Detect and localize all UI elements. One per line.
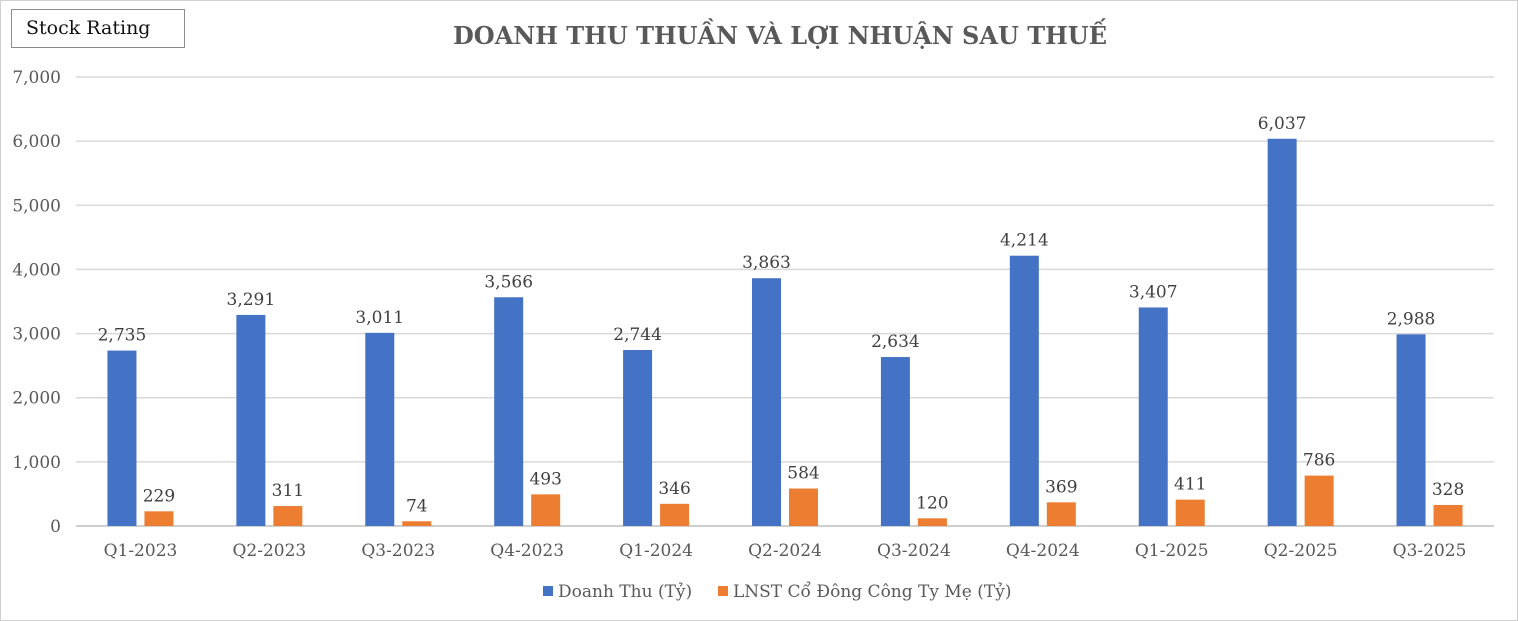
stock-rating-badge: Stock Rating xyxy=(11,9,185,48)
revenue-data-label: 2,634 xyxy=(871,332,920,352)
y-tick-label: 3,000 xyxy=(12,325,61,345)
x-tick-label: Q1-2023 xyxy=(104,541,178,561)
profit-bar xyxy=(789,488,818,526)
legend-label-profit: LNST Cổ Đông Công Ty Mẹ (Tỷ) xyxy=(733,582,1011,602)
revenue-data-label: 2,744 xyxy=(613,325,662,345)
y-tick-label: 4,000 xyxy=(12,260,61,280)
y-tick-label: 7,000 xyxy=(12,68,61,88)
y-tick-label: 0 xyxy=(50,517,61,537)
x-tick-label: Q3-2025 xyxy=(1393,541,1467,561)
data-labels: 2,735 229 3,291 311 3,011 74 3,566 493 2,744 346 3… xyxy=(98,114,1465,516)
profit-data-label: 786 xyxy=(1303,451,1335,471)
legend-swatch-revenue xyxy=(543,586,553,596)
profit-bar xyxy=(660,503,690,526)
revenue-bar xyxy=(107,350,137,526)
chart-title: DOANH THU THUẦN VÀ LỢI NHUẬN SAU THUẾ xyxy=(453,18,1107,50)
x-tick-label: Q4-2024 xyxy=(1006,541,1080,561)
x-tick-label: Q2-2025 xyxy=(1264,541,1338,561)
profit-bar xyxy=(144,511,174,526)
revenue-bar xyxy=(1009,255,1039,526)
profit-data-label: 120 xyxy=(916,493,948,513)
x-tick-label: Q1-2025 xyxy=(1135,541,1209,561)
revenue-bar xyxy=(623,349,653,526)
revenue-bar xyxy=(365,332,395,526)
legend: Doanh Thu (Tỷ) LNST Cổ Đông Công Ty Mẹ (T… xyxy=(543,582,1011,602)
profit-data-label: 493 xyxy=(529,469,561,489)
revenue-data-label: 4,214 xyxy=(1000,231,1049,251)
profit-bar xyxy=(273,506,303,526)
profit-data-label: 411 xyxy=(1174,475,1206,495)
revenue-data-label: 3,863 xyxy=(742,253,791,273)
profit-bar xyxy=(1175,499,1205,526)
profit-bar xyxy=(531,494,561,526)
revenue-bar xyxy=(494,297,524,526)
profit-data-label: 74 xyxy=(406,496,428,516)
revenue-bar xyxy=(752,278,781,526)
x-tick-label: Q1-2024 xyxy=(619,541,693,561)
profit-data-label: 229 xyxy=(143,486,175,506)
profit-bar xyxy=(1046,502,1076,526)
x-tick-label: Q2-2024 xyxy=(748,541,822,561)
gridlines xyxy=(76,76,1494,527)
profit-data-label: 584 xyxy=(787,464,819,484)
revenue-data-label: 2,988 xyxy=(1387,309,1436,329)
y-tick-label: 2,000 xyxy=(12,389,61,409)
profit-data-label: 311 xyxy=(272,481,304,501)
profit-bar xyxy=(402,521,432,526)
x-tick-label: Q4-2023 xyxy=(490,541,564,561)
profit-bar xyxy=(917,518,947,526)
revenue-bar xyxy=(880,357,910,526)
legend-swatch-profit xyxy=(718,586,728,596)
profit-data-label: 346 xyxy=(658,479,690,499)
x-tick-label: Q2-2023 xyxy=(232,541,306,561)
profit-bar xyxy=(1304,475,1334,526)
y-axis: 0 1,000 2,000 3,000 4,000 5,000 6,000 7,000 xyxy=(12,68,61,537)
y-tick-label: 1,000 xyxy=(12,453,61,473)
revenue-data-label: 3,566 xyxy=(484,272,533,292)
x-tick-label: Q3-2023 xyxy=(361,541,435,561)
revenue-data-label: 3,407 xyxy=(1129,282,1178,302)
revenue-bar xyxy=(236,314,266,526)
revenue-bar xyxy=(1267,138,1297,526)
profit-bar xyxy=(1433,504,1463,526)
x-axis: Q1-2023 Q2-2023 Q3-2023 Q4-2023 Q1-2024 Q2-20… xyxy=(104,541,1467,561)
y-tick-label: 5,000 xyxy=(12,196,61,216)
revenue-data-label: 2,735 xyxy=(98,326,147,346)
profit-data-label: 328 xyxy=(1432,480,1464,500)
revenue-data-label: 3,011 xyxy=(355,308,404,328)
revenue-bar xyxy=(1138,307,1168,526)
x-tick-label: Q3-2024 xyxy=(877,541,951,561)
y-tick-label: 6,000 xyxy=(12,132,61,152)
legend-label-revenue: Doanh Thu (Tỷ) xyxy=(558,582,692,602)
revenue-data-label: 6,037 xyxy=(1258,114,1307,134)
revenue-bar xyxy=(1396,334,1426,526)
bars xyxy=(107,138,1463,526)
profit-data-label: 369 xyxy=(1045,477,1077,497)
revenue-data-label: 3,291 xyxy=(227,290,276,310)
